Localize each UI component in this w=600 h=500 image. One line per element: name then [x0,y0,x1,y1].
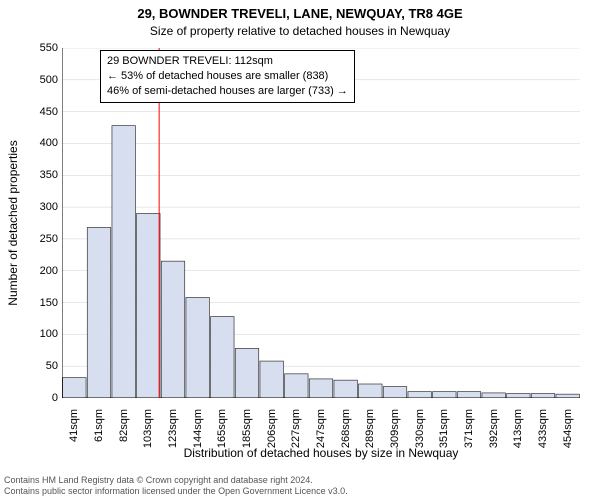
y-tick-label: 400 [2,137,58,149]
chart-title: 29, BOWNDER TREVELI, LANE, NEWQUAY, TR8 … [0,6,600,21]
y-tick-label: 200 [2,265,58,277]
histogram-bar [161,261,184,398]
x-tick-label: 123sqm [167,409,179,469]
y-tick-label: 250 [2,233,58,245]
y-tick-label: 150 [2,297,58,309]
x-tick-label: 392sqm [488,409,500,469]
x-tick-label: 413sqm [512,409,524,469]
chart-subtitle: Size of property relative to detached ho… [0,24,600,38]
x-tick-label: 351sqm [438,409,450,469]
chart-footer: Contains HM Land Registry data © Crown c… [4,475,596,498]
histogram-bar [433,392,456,398]
y-tick-label: 300 [2,201,58,213]
x-tick-label: 247sqm [315,409,327,469]
footer-line-2: Contains public sector information licen… [4,486,596,497]
histogram-bar [457,392,480,398]
x-tick-label: 206sqm [266,409,278,469]
y-axis-label: Number of detached properties [6,48,20,398]
annotation-line-1: 29 BOWNDER TREVELI: 112sqm [107,54,348,69]
annotation-line-3: 46% of semi-detached houses are larger (… [107,84,348,99]
x-tick-label: 165sqm [216,409,228,469]
histogram-bar [334,380,357,398]
x-tick-label: 289sqm [364,409,376,469]
x-tick-label: 433sqm [537,409,549,469]
histogram-bar [63,378,86,398]
histogram-bar [186,297,209,398]
histogram-bar [359,384,382,398]
histogram-bar [556,394,579,398]
x-tick-label: 268sqm [340,409,352,469]
y-tick-label: 500 [2,74,58,86]
histogram-bar [87,227,110,398]
histogram-bar [235,348,258,398]
histogram-bar [112,126,135,398]
y-tick-label: 450 [2,106,58,118]
x-tick-label: 103sqm [142,409,154,469]
histogram-bar [408,392,431,398]
histogram-bar [137,213,160,398]
x-tick-label: 41sqm [68,409,80,469]
histogram-bar [507,394,530,398]
histogram-bar [211,317,234,398]
x-tick-label: 61sqm [93,409,105,469]
y-tick-label: 100 [2,328,58,340]
y-tick-label: 350 [2,169,58,181]
y-tick-label: 0 [2,392,58,404]
chart-container: { "chart": { "type": "histogram", "title… [0,0,600,500]
histogram-bar [383,387,406,398]
x-tick-label: 309sqm [389,409,401,469]
histogram-bar [285,374,308,398]
histogram-bar [482,393,505,398]
histogram-bar [309,379,332,398]
annotation-box: 29 BOWNDER TREVELI: 112sqm ← 53% of deta… [100,50,355,103]
histogram-bar [531,394,554,398]
x-tick-label: 454sqm [562,409,574,469]
x-axis-label: Distribution of detached houses by size … [62,446,580,460]
y-tick-label: 50 [2,360,58,372]
annotation-line-2: ← 53% of detached houses are smaller (83… [107,69,348,84]
x-tick-label: 144sqm [192,409,204,469]
x-tick-label: 82sqm [118,409,130,469]
x-tick-label: 185sqm [241,409,253,469]
x-tick-label: 371sqm [463,409,475,469]
histogram-bar [260,361,283,398]
footer-line-1: Contains HM Land Registry data © Crown c… [4,475,596,486]
x-tick-label: 227sqm [290,409,302,469]
y-tick-label: 550 [2,42,58,54]
x-tick-label: 330sqm [414,409,426,469]
